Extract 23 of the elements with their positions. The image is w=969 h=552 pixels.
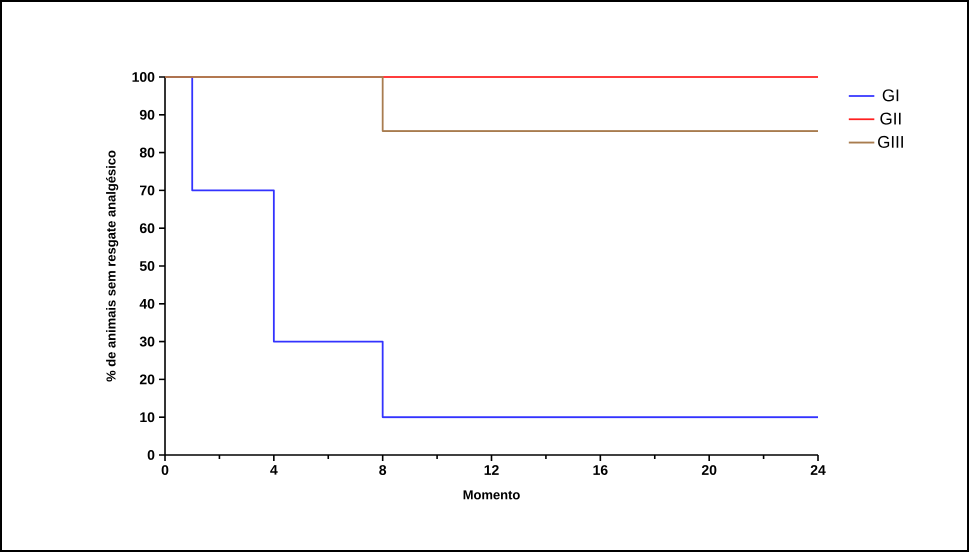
legend-label: GI bbox=[882, 89, 898, 102]
y-tick-label: 10 bbox=[140, 412, 154, 422]
x-axis-title: Momento bbox=[464, 490, 520, 500]
x-tick-label: 24 bbox=[810, 465, 826, 475]
y-tick-label: 50 bbox=[140, 261, 154, 271]
y-tick-label: 70 bbox=[140, 185, 154, 196]
x-tick-label: 0 bbox=[162, 465, 168, 475]
x-tick-label: 4 bbox=[270, 465, 278, 475]
y-tick-label: 40 bbox=[140, 298, 154, 309]
legend-label: GII bbox=[880, 112, 901, 125]
x-tick-label: 20 bbox=[702, 465, 716, 475]
y-tick-label: 90 bbox=[140, 110, 154, 120]
y-tick-label: 60 bbox=[140, 223, 154, 234]
y-tick-label: 80 bbox=[140, 148, 154, 158]
x-tick-label: 8 bbox=[379, 465, 386, 475]
x-tick-label: 12 bbox=[484, 465, 499, 475]
x-tick-label: 16 bbox=[593, 465, 608, 475]
y-tick-label: 30 bbox=[140, 336, 154, 347]
legend-label: GIII bbox=[878, 136, 903, 148]
y-tick-label: 100 bbox=[132, 72, 154, 82]
y-axis-title: % de animais sem resgate analgésico bbox=[106, 150, 118, 382]
y-tick-label: 0 bbox=[148, 450, 154, 460]
y-tick-label: 20 bbox=[140, 374, 154, 384]
